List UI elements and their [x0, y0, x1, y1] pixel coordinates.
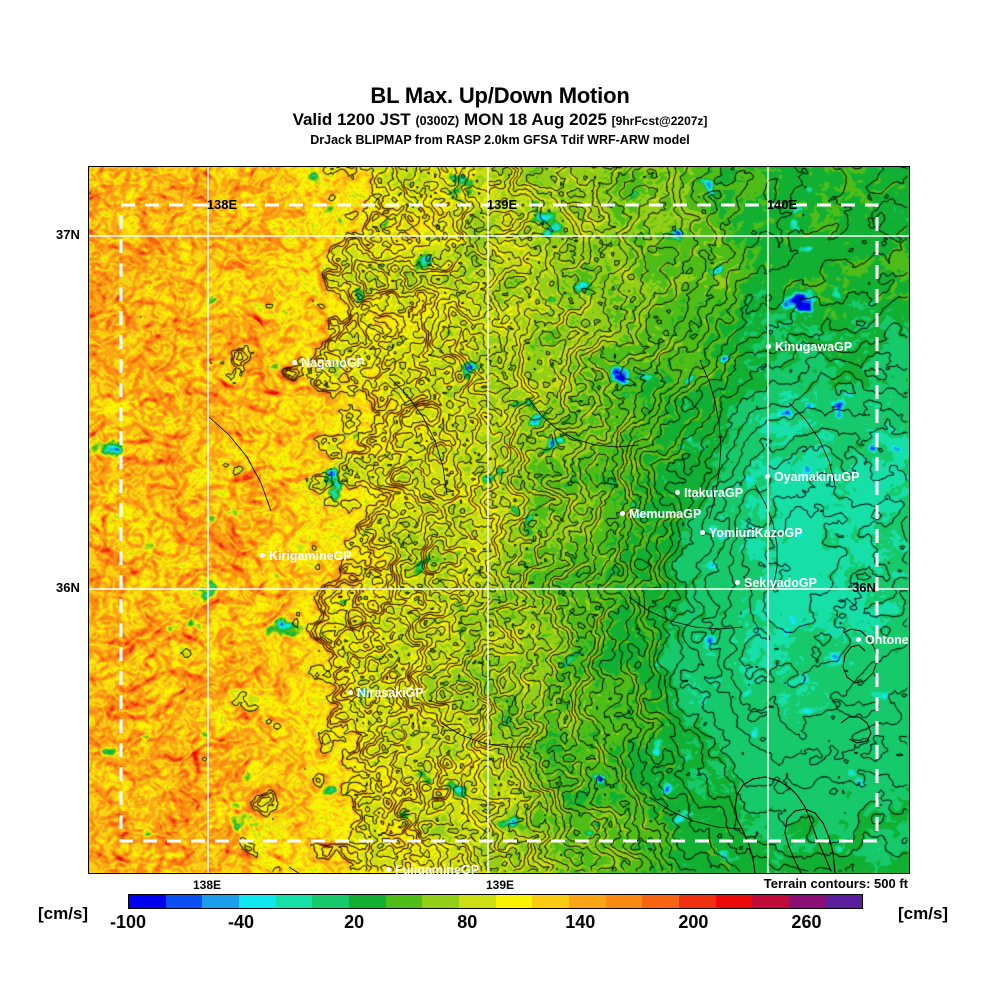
colorbar-swatch-8: [422, 895, 459, 908]
station-dot-icon: [620, 511, 625, 517]
colorbar-swatch-4: [275, 895, 313, 908]
station-dot-icon: [675, 490, 680, 496]
station-dot-icon: [735, 580, 740, 586]
colorbar-tick-6: 260: [791, 912, 822, 932]
station-dot-icon: [700, 530, 705, 536]
terrain-contour-note: Terrain contours: 500 ft: [763, 876, 908, 891]
colorbar-swatch-19: [825, 895, 863, 908]
colorbar-tick-1: -40: [228, 912, 255, 932]
model-source: DrJack BLIPMAP from RASP 2.0km GFSA Tdif…: [310, 133, 690, 147]
station-marker-kirigaminegp[interactable]: KirigamineGP: [260, 550, 352, 563]
station-marker-oyamakinugp[interactable]: OyamakinuGP: [765, 471, 859, 484]
lon-label-bottom-0: 138E: [192, 878, 222, 892]
colorbar-swatch-12: [568, 895, 606, 908]
station-dot-icon: [765, 474, 770, 480]
station-marker-naganogp[interactable]: NaganoGP: [292, 357, 365, 370]
map-overlays: [89, 167, 909, 873]
colorbar-swatch-2: [202, 895, 239, 908]
colorbar-tick-3: 80: [457, 912, 478, 932]
lat-label-left-0: 37N: [56, 227, 80, 242]
colorbar-gradient: [128, 894, 863, 909]
colorbar-swatch-6: [348, 895, 386, 908]
colorbar-swatch-10: [495, 895, 533, 908]
station-label: NaganoGP: [301, 356, 365, 370]
colorbar-swatch-16: [715, 895, 753, 908]
colorbar-unit-left: [cm/s]: [38, 904, 89, 923]
station-dot-icon: [386, 867, 391, 873]
lon-label-bottom-1: 139E: [485, 878, 515, 892]
lon-label-0: 138E: [206, 197, 238, 212]
motion-field-raster: [89, 167, 909, 873]
title-block: BL Max. Up/Down Motion Valid 1200 JST (0…: [0, 84, 1000, 148]
colorbar-swatch-15: [678, 895, 716, 908]
station-marker-nirasakigp[interactable]: NirasakiGP: [348, 687, 424, 700]
colorbar-swatch-0: [129, 895, 166, 908]
station-marker-itakuragp[interactable]: ItakuraGP: [675, 487, 743, 500]
station-label: YomiuriKazoGP: [709, 526, 803, 540]
station-label: SekiyadoGP: [744, 576, 817, 590]
station-dot-icon: [766, 344, 771, 350]
station-label: OyamakinuGP: [774, 470, 860, 484]
colorbar: [cm/s] [cm/s] -100 -40 20 80 140 200 260: [0, 884, 1000, 944]
valid-prefix: Valid 1200 JST: [292, 110, 411, 129]
colorbar-swatch-11: [532, 895, 569, 908]
colorbar-tick-4: 140: [565, 912, 596, 932]
forecast-tag: [9hrFcst@2207z]: [611, 114, 708, 128]
map-panel[interactable]: [88, 166, 910, 874]
colorbar-swatch-7: [385, 895, 423, 908]
station-label: MemumaGP: [629, 507, 702, 521]
station-label: KirigamineGP: [269, 549, 352, 563]
colorbar-unit-right: [cm/s]: [898, 904, 949, 923]
station-marker-ohtone[interactable]: Ohtone: [856, 634, 909, 647]
station-label: NirasakiGP: [357, 686, 424, 700]
station-label: ItakuraGP: [684, 486, 744, 500]
colorbar-swatch-18: [788, 895, 826, 908]
station-marker-sekiyadogp[interactable]: SekiyadoGP: [735, 577, 817, 590]
station-marker-fujigaminegp[interactable]: FujigamineGP: [386, 864, 479, 877]
colorbar-swatch-5: [312, 895, 349, 908]
valid-time-line: Valid 1200 JST (0300Z) MON 18 Aug 2025 […: [0, 110, 1000, 131]
lat-label-left-1: 36N: [56, 580, 80, 595]
station-dot-icon: [348, 690, 353, 696]
colorbar-tick-0: -100: [109, 912, 147, 932]
colorbar-swatch-14: [642, 895, 679, 908]
colorbar-swatch-1: [165, 895, 203, 908]
station-marker-kinugawagp[interactable]: KinugawaGP: [766, 341, 852, 354]
colorbar-swatch-17: [752, 895, 789, 908]
colorbar-swatch-9: [458, 895, 496, 908]
colorbar-swatch-3: [238, 895, 276, 908]
page-title: BL Max. Up/Down Motion: [370, 83, 630, 108]
station-label: FujigamineGP: [395, 863, 480, 877]
station-label: KinugawaGP: [775, 340, 853, 354]
station-dot-icon: [856, 637, 861, 643]
station-marker-memumagp[interactable]: MemumaGP: [620, 508, 701, 521]
colorbar-swatch-13: [605, 895, 643, 908]
lon-label-2: 140E: [766, 197, 798, 212]
station-dot-icon: [292, 360, 297, 366]
valid-date: MON 18 Aug 2025: [463, 110, 607, 129]
colorbar-tick-2: 20: [344, 912, 365, 932]
lon-label-1: 139E: [486, 197, 518, 212]
lat-label-right-0: 36N: [852, 580, 876, 595]
station-label: Ohtone: [865, 633, 909, 647]
valid-utc: (0300Z): [415, 114, 460, 128]
station-marker-yomiurikazogp[interactable]: YomiuriKazoGP: [700, 527, 803, 540]
station-dot-icon: [260, 553, 265, 559]
colorbar-tick-5: 200: [678, 912, 709, 932]
